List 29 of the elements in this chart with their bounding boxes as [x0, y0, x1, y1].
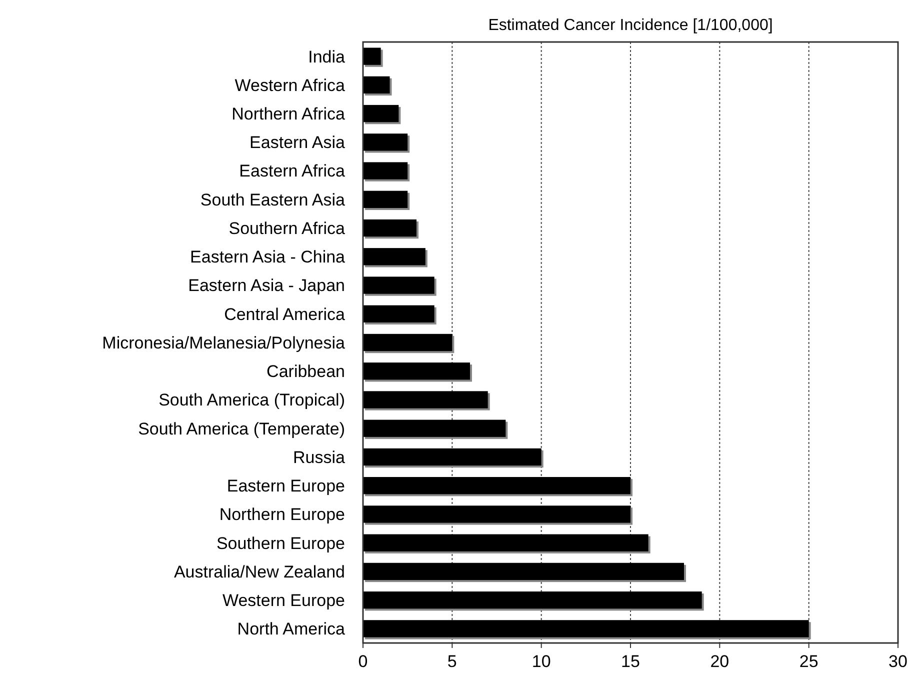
y-tick-label: Eastern Asia - Japan — [188, 276, 345, 296]
chart-title: Estimated Cancer Incidence [1/100,000] — [488, 17, 773, 34]
y-tick-label: Eastern Asia — [250, 133, 346, 152]
y-tick-label: Caribbean — [266, 362, 345, 382]
x-tick-label: 30 — [888, 652, 908, 671]
y-tick-label: Southern Europe — [216, 534, 345, 553]
y-tick-label: Western Europe — [222, 591, 345, 610]
y-tick-label: South America (Tropical) — [158, 390, 345, 410]
x-tick-label: 5 — [447, 652, 457, 671]
x-tick-label: 15 — [621, 652, 640, 671]
x-tick-label: 10 — [532, 652, 551, 671]
y-tick-label: Northern Africa — [232, 104, 346, 124]
y-tick-label: Eastern Europe — [226, 476, 345, 496]
x-tick-label: 25 — [799, 652, 818, 671]
y-tick-label: South Eastern Asia — [200, 190, 346, 210]
y-tick-label: South America (Temperate) — [138, 419, 345, 438]
y-tick-label: Southern Africa — [228, 218, 346, 238]
y-tick-label: Western Africa — [234, 76, 346, 95]
y-tick-label: North America — [237, 620, 346, 639]
y-tick-label: Central America — [224, 304, 346, 324]
y-tick-label: Eastern Africa — [239, 162, 346, 181]
y-tick-label: Australia/New Zealand — [174, 562, 345, 582]
x-tick-label: 20 — [710, 652, 730, 671]
y-tick-label: Micronesia/Melanesia/Polynesia — [102, 333, 346, 352]
y-tick-label: Russia — [293, 448, 346, 467]
y-tick-label: India — [308, 47, 346, 66]
y-tick-label: Eastern Asia - China — [190, 248, 346, 267]
y-tick-label: Northern Europe — [219, 505, 345, 524]
x-tick-label: 0 — [358, 652, 368, 671]
